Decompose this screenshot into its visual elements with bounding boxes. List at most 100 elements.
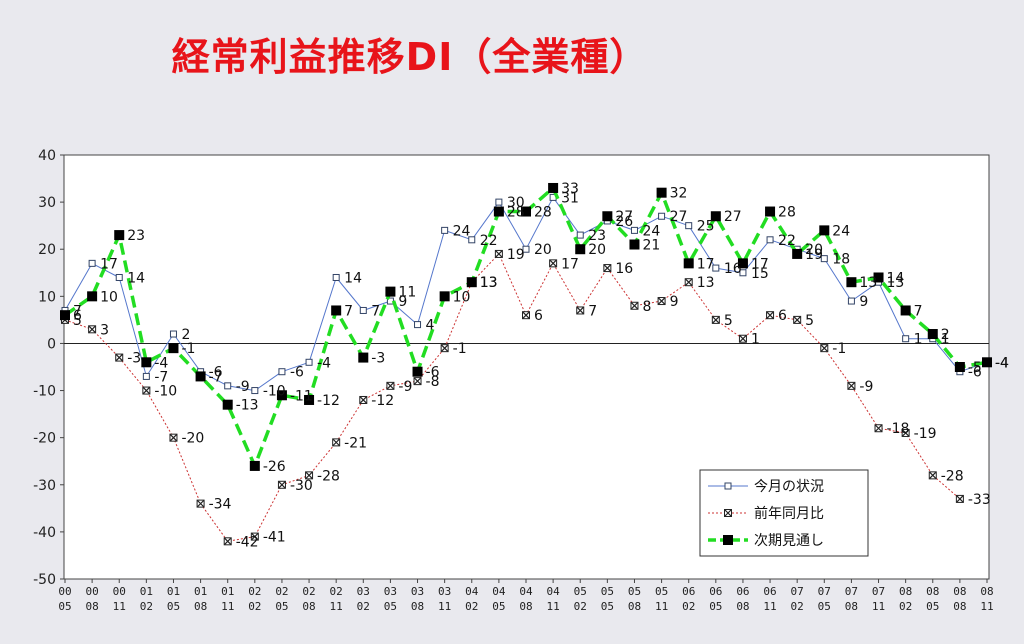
x-tick-label-year: 03 — [384, 585, 397, 598]
series-1-data-label: 30 — [507, 195, 525, 211]
series-3-data-label: -4 — [995, 355, 1009, 371]
series-3-point — [466, 277, 477, 288]
series-2-data-label: -28 — [941, 468, 964, 484]
x-tick-label-month: 08 — [411, 600, 424, 613]
series-3-point — [521, 206, 531, 217]
y-tick-label: 30 — [38, 195, 56, 211]
marker-cross — [197, 500, 205, 508]
marker-cross — [956, 495, 964, 503]
legend-label-3: 次期見通し — [754, 533, 824, 549]
marker-cross — [576, 307, 584, 314]
series-2-data-label: -8 — [426, 374, 440, 390]
series-2-point — [223, 537, 232, 546]
marker-cross — [115, 354, 123, 362]
series-3-data-label: -4 — [154, 355, 168, 371]
marker-cross — [902, 429, 910, 437]
series-3-point — [168, 343, 179, 354]
series-3-data-label: 24 — [832, 223, 850, 239]
series-2-data-label: 9 — [670, 294, 679, 310]
x-tick-label-month: 05 — [601, 600, 614, 613]
series-2-point — [928, 471, 937, 480]
marker-cross — [386, 382, 394, 390]
series-1-data-label: 26 — [615, 214, 633, 230]
x-tick-label-year: 06 — [709, 585, 722, 598]
series-2-point — [386, 381, 395, 390]
series-2-data-label: -19 — [914, 426, 937, 442]
series-3-data-label: 7 — [344, 303, 353, 319]
x-tick-label-year: 04 — [492, 585, 506, 598]
series-3-point — [737, 258, 748, 269]
series-3-point — [982, 357, 992, 368]
x-tick-label-year: 02 — [330, 585, 343, 598]
series-1-data-label: 22 — [480, 233, 498, 249]
series-layer — [60, 182, 992, 546]
x-tick-label-year: 05 — [655, 585, 668, 598]
series-1-data-label: 17 — [100, 256, 118, 272]
marker-cross — [359, 396, 367, 404]
legend-label-1: 今月の状況 — [754, 479, 824, 495]
x-tick-label-year: 04 — [519, 585, 533, 598]
series-1-data-label: 15 — [751, 266, 769, 282]
marker-cross — [847, 382, 855, 390]
series-1-point — [495, 198, 503, 206]
x-tick-label-month: 11 — [438, 600, 451, 613]
series-2-data-label: -41 — [263, 530, 286, 546]
series-2-data-label: 5 — [805, 313, 814, 329]
series-3-data-label: 28 — [534, 205, 552, 221]
series-3-point — [819, 225, 830, 236]
marker-cross — [766, 311, 774, 319]
series-1-data-label: 18 — [832, 252, 850, 268]
series-3-point — [873, 272, 884, 283]
series-2-data-label: 13 — [480, 275, 498, 291]
marker-cross — [251, 533, 259, 541]
marker-cross — [658, 297, 666, 305]
series-2-point — [440, 344, 449, 353]
series-3-data-label: 23 — [127, 228, 145, 244]
series-3-data-label: 13 — [859, 275, 877, 291]
series-2-point — [793, 315, 802, 324]
series-1-data-label: 2 — [181, 327, 190, 343]
x-tick-label-month: 05 — [926, 600, 939, 613]
x-tick-label-year: 00 — [113, 585, 126, 598]
series-2-point — [549, 259, 558, 268]
series-3-point — [548, 182, 559, 193]
legend-marker-1 — [724, 482, 732, 490]
x-tick-label-month: 11 — [546, 600, 559, 613]
series-2-point — [820, 344, 829, 353]
series-1-data-label: -10 — [263, 384, 286, 400]
series-1-point — [224, 382, 232, 390]
series-1-data-label: 13 — [887, 275, 905, 291]
x-tick-label-month: 11 — [221, 600, 234, 613]
series-3-point — [141, 357, 152, 368]
series-3-data-label: -13 — [236, 398, 259, 414]
series-1-point — [359, 306, 367, 314]
series-2-point — [711, 315, 720, 324]
series-3-point — [683, 258, 694, 269]
x-tick-label-year: 02 — [248, 585, 261, 598]
series-1-data-label: -4 — [995, 355, 1009, 371]
marker-cross — [820, 344, 828, 352]
series-1-data-label: 4 — [426, 318, 435, 334]
series-3-data-label: 32 — [670, 186, 688, 202]
x-tick-label-month: 08 — [953, 600, 966, 613]
series-2-data-label: -3 — [127, 351, 141, 367]
x-tick-label-month: 08 — [85, 600, 98, 613]
series-2-data-label: 5 — [724, 313, 733, 329]
series-3-point — [602, 211, 613, 222]
series-3-data-label: 6 — [73, 308, 82, 324]
series-3-point — [656, 187, 667, 198]
series-2-data-label: 13 — [697, 275, 715, 291]
series-1-data-label: 20 — [805, 242, 823, 258]
series-3-point — [765, 206, 776, 217]
series-2-data-label: -1 — [832, 341, 846, 357]
series-2-point — [250, 532, 259, 541]
series-3-point — [846, 277, 857, 288]
series-2-data-label: 6 — [534, 308, 543, 324]
series-1-data-label: -4 — [317, 355, 331, 371]
x-tick-label-month: 11 — [872, 600, 885, 613]
series-2-point — [277, 480, 286, 489]
series-2-point — [332, 438, 341, 447]
chart-title: 経常利益推移DI（全業種） — [171, 35, 649, 79]
series-1-data-label: -6 — [968, 365, 982, 381]
